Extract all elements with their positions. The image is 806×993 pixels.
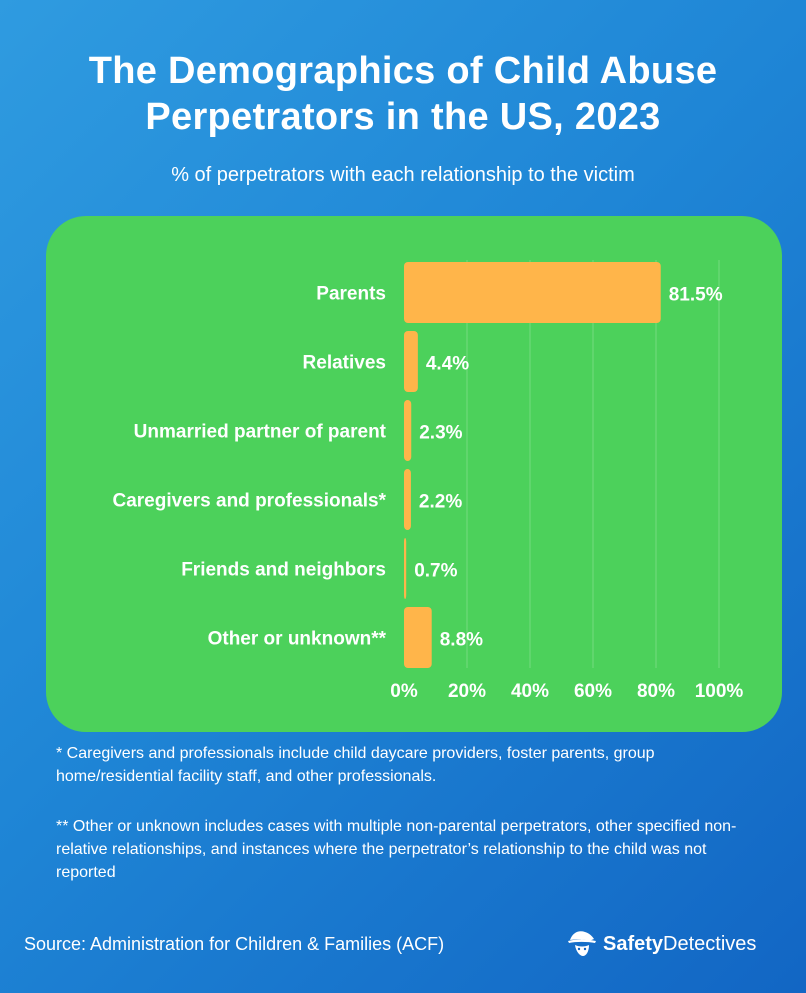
x-tick-label-100: 100% <box>695 681 744 702</box>
bar-chart: Parents 81.5% Relatives 4.4% Unmarried partn… <box>113 260 744 702</box>
bar-5 <box>404 607 432 668</box>
x-tick-label-40: 40% <box>511 681 549 702</box>
category-label-2: Unmarried partner of parent <box>134 422 387 443</box>
category-label-0: Parents <box>316 284 386 305</box>
category-label-4: Friends and neighbors <box>181 560 386 581</box>
detective-hat-icon <box>568 931 596 956</box>
bar-0 <box>404 262 661 323</box>
bar-1 <box>404 331 418 392</box>
chart-panel: Parents 81.5% Relatives 4.4% Unmarried partn… <box>46 216 782 732</box>
x-tick-label-20: 20% <box>448 681 486 702</box>
value-label-4: 0.7% <box>414 561 457 582</box>
bar-2 <box>404 400 412 461</box>
chart-title-line-1: The Demographics of Child Abuse <box>88 50 718 92</box>
value-label-0: 81.5% <box>669 285 723 306</box>
brand-logo[interactable]: SafetyDetectives <box>567 926 756 962</box>
category-label-5: Other or unknown** <box>208 629 387 650</box>
category-label-3: Caregivers and professionals* <box>113 491 387 512</box>
bar-4 <box>404 538 407 599</box>
brand-name: SafetyDetectives <box>603 933 756 956</box>
value-label-1: 4.4% <box>426 354 469 375</box>
x-tick-label-60: 60% <box>574 681 612 702</box>
category-label-1: Relatives <box>303 353 386 374</box>
value-label-5: 8.8% <box>440 630 483 651</box>
value-label-2: 2.3% <box>419 423 462 444</box>
brand-name-rest: Detectives <box>663 932 757 955</box>
x-tick-label-0: 0% <box>390 681 418 702</box>
brand-name-bold: Safety <box>603 932 664 955</box>
footnote-caregivers: * Caregivers and professionals include c… <box>56 745 655 785</box>
chart-title: The Demographics of Child Abuse Perpetra… <box>0 48 806 140</box>
value-label-3: 2.2% <box>419 492 462 513</box>
x-tick-label-80: 80% <box>637 681 675 702</box>
footnote-other: ** Other or unknown includes cases with … <box>56 818 737 881</box>
bar-3 <box>404 469 411 530</box>
source-text: Source: Administration for Children & Fa… <box>24 934 445 954</box>
chart-subtitle: % of perpetrators with each relationship… <box>171 164 635 186</box>
chart-title-line-2: Perpetrators in the US, 2023 <box>145 96 661 138</box>
